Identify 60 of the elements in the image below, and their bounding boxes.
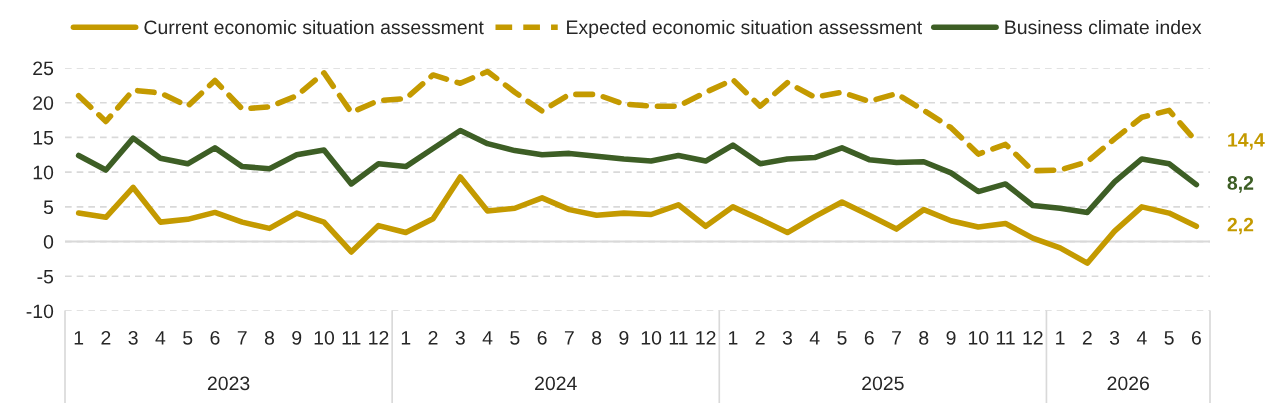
x-tick-label: 5	[183, 331, 193, 345]
legend-label: Expected economic situation assessment	[567, 19, 923, 39]
x-tick-label: 3	[455, 330, 465, 345]
x-tick-label: 1	[1056, 331, 1065, 345]
x-tick-label: 2	[1082, 330, 1092, 345]
x-tick-label: 6	[1191, 330, 1201, 345]
y-tick-label: -10	[26, 304, 54, 319]
x-tick-label: 3	[782, 330, 792, 345]
x-tick-label: 4	[809, 331, 820, 345]
y-tick-label: 0	[43, 235, 54, 249]
y-tick-label: 5	[43, 200, 54, 215]
x-tick-label: 2	[428, 330, 438, 345]
x-tick-label: 4	[1136, 331, 1147, 345]
x-tick-label: 2	[755, 330, 765, 345]
y-tick-label: 15	[33, 131, 54, 145]
x-tick-label: 6	[537, 330, 547, 345]
data-label: 14,4	[1228, 133, 1265, 150]
x-tick-label: 5	[837, 331, 847, 345]
y-tick-label: 25	[33, 61, 54, 76]
x-tick-label: 11	[342, 331, 361, 345]
x-tick-label: 1	[74, 331, 84, 345]
x-tick-label: 12	[696, 330, 716, 345]
x-tick-label: 8	[264, 330, 275, 345]
data-label: 2,2	[1227, 217, 1254, 235]
text: 2024	[535, 376, 577, 391]
x-tick-label: 10	[641, 330, 662, 345]
x-tick-label: 10	[314, 330, 335, 345]
y-tick-label: 10	[33, 165, 54, 180]
x-tick-label: 8	[919, 330, 929, 345]
x-tick-label: 6	[210, 330, 220, 345]
x-tick-label: 2	[101, 330, 111, 345]
x-tick-label: 3	[128, 330, 138, 345]
x-tick-label: 8	[592, 330, 602, 345]
x-tick-label: 3	[1109, 330, 1120, 345]
x-tick-label: 1	[728, 331, 738, 345]
x-tick-label: 12	[369, 330, 389, 345]
legend-label: Current economic situation assessment	[144, 19, 484, 35]
x-tick-label: 1	[401, 331, 411, 345]
x-tick-label: 7	[892, 331, 901, 345]
y-tick-label: -5	[37, 269, 54, 284]
x-tick-label: 5	[510, 331, 520, 345]
x-tick-label: 12	[1023, 330, 1043, 345]
text: 2026	[1107, 376, 1149, 391]
x-tick-label: 11	[669, 331, 688, 345]
text: 2025	[862, 376, 904, 391]
x-tick-label: 7	[564, 331, 574, 345]
x-tick-label: 9	[292, 330, 302, 345]
x-tick-label: 4	[155, 331, 166, 345]
x-tick-label: 4	[482, 331, 493, 345]
legend-label: Business climate index	[1005, 19, 1202, 35]
x-tick-label: 9	[946, 330, 956, 345]
x-tick-label: 6	[864, 330, 874, 345]
data-label: 8,2	[1227, 176, 1254, 193]
y-tick-label: 20	[33, 96, 54, 110]
x-tick-label: 11	[996, 331, 1015, 345]
text: 2023	[207, 376, 250, 391]
x-tick-label: 5	[1164, 331, 1174, 345]
x-tick-label: 10	[968, 330, 989, 345]
x-tick-label: 9	[619, 330, 629, 345]
x-tick-label: 7	[237, 331, 247, 345]
